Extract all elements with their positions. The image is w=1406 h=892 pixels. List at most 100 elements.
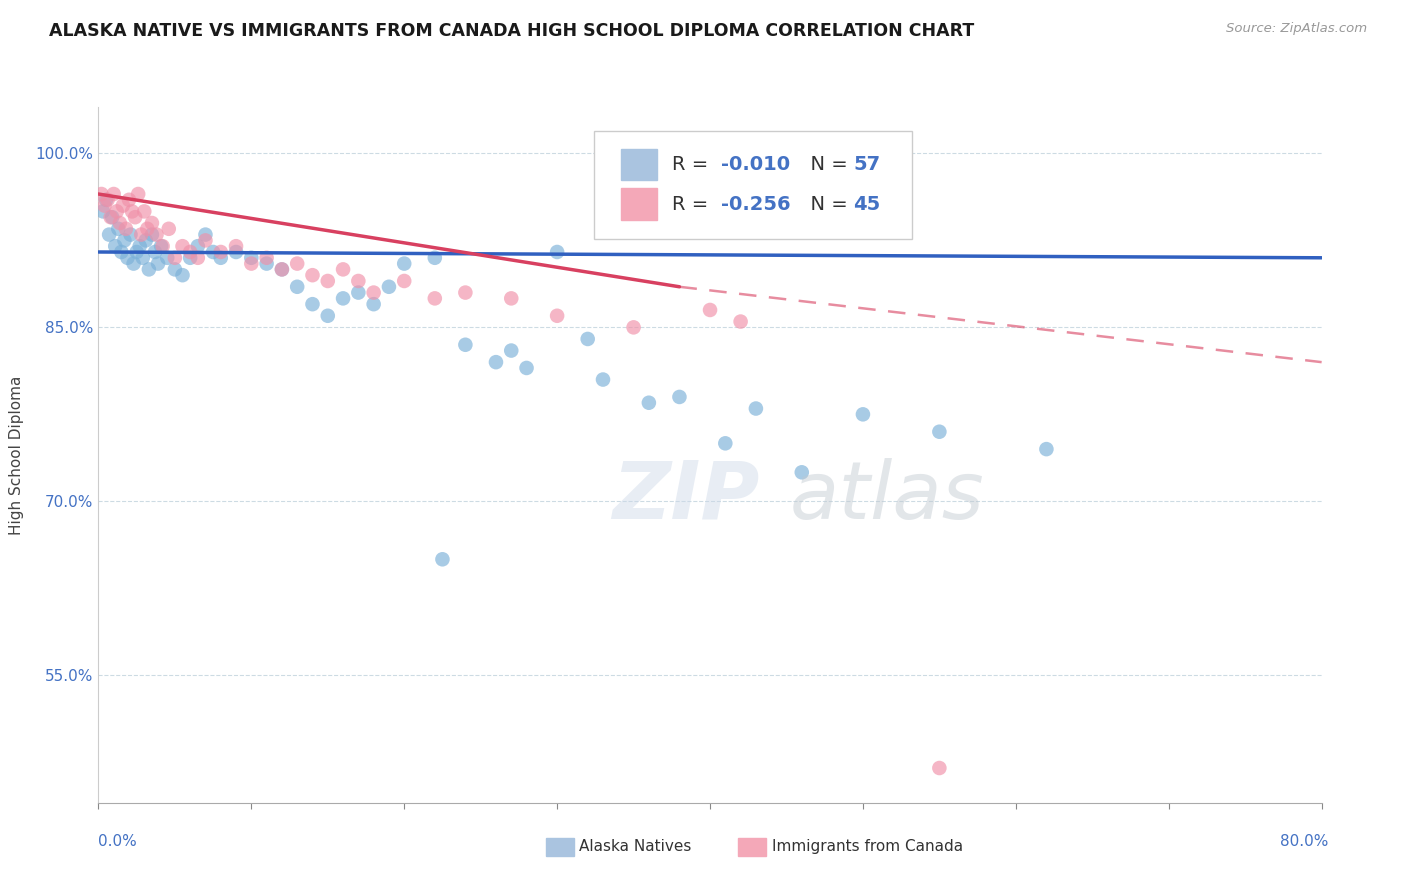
Point [91,204,114,219]
Point [108,216,131,230]
Point [120,227,142,242]
Point [179,244,201,259]
Point [146,256,169,270]
Text: ZIP: ZIP [612,458,759,536]
Point [93,198,115,212]
Point [592,373,614,387]
Point [454,285,477,300]
Point [134,204,156,219]
Point [125,244,148,259]
Point [127,187,149,202]
Point [122,256,145,270]
Y-axis label: High School Diploma: High School Diploma [10,376,24,534]
Point [392,274,416,288]
Text: atlas: atlas [790,458,984,536]
Point [576,332,599,346]
Text: 45: 45 [853,194,880,213]
Point [209,251,232,265]
Point [202,244,225,259]
Bar [620,149,658,180]
Point [97,193,120,207]
Point [104,239,127,253]
Text: R =: R = [672,155,714,174]
Point [156,251,179,265]
Point [111,198,134,212]
Point [105,204,128,219]
Point [115,221,138,235]
Point [100,210,122,224]
Point [124,210,146,224]
Point [714,436,737,450]
Text: N =: N = [799,155,853,174]
Point [516,361,538,376]
Point [240,251,263,265]
Point [117,251,139,265]
Point [112,233,135,247]
Point [141,227,163,242]
Point [270,262,294,277]
Point [285,256,308,270]
Text: 57: 57 [853,155,880,174]
Point [423,291,446,305]
Text: R =: R = [672,194,714,213]
Point [240,256,263,270]
Point [637,395,661,409]
Point [730,315,752,329]
Point [101,210,124,224]
Point [172,239,194,253]
Point [546,309,568,323]
Point [225,239,247,253]
Point [256,251,278,265]
Point [135,233,157,247]
Point [928,425,950,439]
Point [129,227,152,242]
Point [745,401,768,416]
Point [378,279,401,293]
Point [668,390,690,404]
Point [285,279,308,293]
Point [145,227,167,242]
Point [485,355,508,369]
Point [121,204,143,219]
Text: Alaska Natives: Alaska Natives [579,839,692,854]
Point [363,297,385,311]
Text: 0.0%: 0.0% [98,834,138,849]
Point [270,262,294,277]
Point [332,291,354,305]
Text: 80.0%: 80.0% [1281,834,1329,849]
Point [256,256,278,270]
Point [150,239,173,253]
Point [1035,442,1057,456]
Point [432,552,454,566]
Bar [620,188,658,219]
Point [110,244,132,259]
Point [128,239,150,253]
Point [179,251,201,265]
Point [141,216,163,230]
Point [94,193,117,207]
Point [187,239,209,253]
Point [163,251,186,265]
Point [332,262,354,277]
Point [107,221,129,235]
Point [225,244,247,259]
Text: Source: ZipAtlas.com: Source: ZipAtlas.com [1226,22,1367,36]
Point [301,297,323,311]
Point [501,343,523,358]
Text: -0.256: -0.256 [721,194,790,213]
Point [118,193,141,207]
Text: -0.010: -0.010 [721,155,790,174]
Point [347,274,370,288]
Point [98,227,121,242]
Point [347,285,370,300]
Point [699,303,721,318]
Point [187,251,209,265]
Point [90,187,112,202]
Point [301,268,323,282]
Point [163,262,186,277]
Point [454,338,477,352]
Point [194,233,217,247]
Point [623,320,645,334]
Point [172,268,194,282]
Point [928,761,950,775]
